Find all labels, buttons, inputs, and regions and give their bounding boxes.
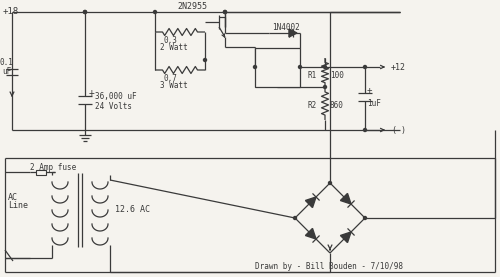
Circle shape	[324, 65, 326, 68]
Polygon shape	[306, 229, 316, 239]
Text: 12.6 AC: 12.6 AC	[115, 205, 150, 214]
Text: (-): (-)	[391, 126, 406, 135]
Circle shape	[364, 65, 366, 68]
Polygon shape	[340, 193, 351, 204]
Text: AC: AC	[8, 193, 18, 202]
Bar	[36, 170, 46, 175]
Text: +: +	[89, 88, 95, 98]
Text: uF: uF	[2, 67, 11, 76]
Circle shape	[328, 181, 332, 184]
Circle shape	[84, 11, 86, 14]
Text: 2N2955: 2N2955	[177, 2, 207, 11]
Circle shape	[224, 11, 226, 14]
Circle shape	[224, 11, 226, 14]
Polygon shape	[340, 232, 351, 243]
Polygon shape	[306, 197, 316, 207]
Circle shape	[364, 217, 366, 219]
Circle shape	[204, 58, 206, 61]
Text: Line: Line	[8, 201, 28, 210]
Text: +18: +18	[3, 7, 19, 16]
Text: +12: +12	[391, 63, 406, 72]
Circle shape	[364, 129, 366, 132]
Circle shape	[324, 86, 326, 88]
Text: 100: 100	[330, 71, 344, 79]
Text: Drawn by - Bill Bouden - 7/10/98: Drawn by - Bill Bouden - 7/10/98	[255, 262, 403, 271]
Circle shape	[154, 11, 156, 14]
Text: 3 Watt: 3 Watt	[160, 81, 188, 90]
Circle shape	[294, 217, 296, 219]
Text: LM317: LM317	[264, 63, 291, 72]
Text: R2: R2	[307, 101, 316, 111]
Text: 2 Watt: 2 Watt	[160, 43, 188, 52]
Circle shape	[84, 11, 86, 14]
Text: +: +	[367, 86, 372, 95]
Text: 2 Amp fuse: 2 Amp fuse	[30, 163, 76, 172]
Bar	[255, 48, 300, 87]
Text: 1uF: 1uF	[367, 99, 381, 108]
Text: 36,000 uF: 36,000 uF	[95, 92, 136, 101]
Circle shape	[298, 65, 302, 68]
Text: R1: R1	[307, 71, 316, 79]
Polygon shape	[289, 29, 297, 37]
Text: 0.3: 0.3	[163, 36, 177, 45]
Text: 860: 860	[330, 101, 344, 111]
Circle shape	[254, 65, 256, 68]
Text: 0.1: 0.1	[0, 58, 14, 67]
Text: 1N4002: 1N4002	[272, 23, 300, 32]
Text: 0.7: 0.7	[163, 74, 177, 83]
Text: 24 Volts: 24 Volts	[95, 102, 132, 111]
